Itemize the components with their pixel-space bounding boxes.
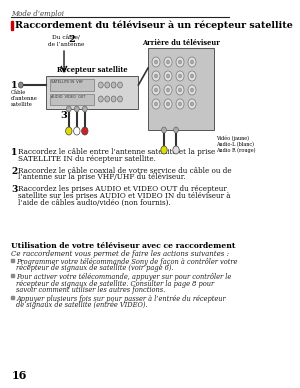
Text: Appuyer plusieurs fois sur pour passer à l’entrée du récepteur: Appuyer plusieurs fois sur pour passer à… xyxy=(16,295,226,303)
Text: 2: 2 xyxy=(69,35,76,44)
Circle shape xyxy=(82,127,88,135)
Text: Mode d’emploi: Mode d’emploi xyxy=(11,10,64,18)
Circle shape xyxy=(66,106,71,112)
Bar xyxy=(46,76,138,109)
Text: l’antenne sur la prise VHF/UHF du téléviseur.: l’antenne sur la prise VHF/UHF du télévi… xyxy=(18,173,186,182)
Text: de signaux de satellite (entrée VIDEO).: de signaux de satellite (entrée VIDEO). xyxy=(16,301,148,309)
Circle shape xyxy=(190,74,194,78)
Bar xyxy=(11,274,14,277)
Circle shape xyxy=(152,85,160,95)
Bar xyxy=(11,259,14,262)
Circle shape xyxy=(164,99,172,109)
Circle shape xyxy=(188,85,196,95)
Circle shape xyxy=(111,82,116,88)
Circle shape xyxy=(167,74,170,78)
Circle shape xyxy=(164,71,172,81)
Text: SATELLITE IN du récepteur satellite.: SATELLITE IN du récepteur satellite. xyxy=(18,155,156,163)
Text: Raccordez les prises AUDIO et VIDEO OUT du récepteur: Raccordez les prises AUDIO et VIDEO OUT … xyxy=(18,185,227,193)
Circle shape xyxy=(188,57,196,67)
Circle shape xyxy=(176,71,184,81)
Text: Pour activer votre télécommande, appuyer sur pour contrôler le: Pour activer votre télécommande, appuyer… xyxy=(16,274,231,281)
Circle shape xyxy=(161,146,167,154)
Text: SATELLITE IN  VHF: SATELLITE IN VHF xyxy=(51,80,83,84)
Circle shape xyxy=(190,60,194,64)
Circle shape xyxy=(105,96,110,102)
Circle shape xyxy=(178,88,182,92)
Circle shape xyxy=(105,82,110,88)
Circle shape xyxy=(178,60,182,64)
Text: Utilisation de votre téléviseur avec ce raccordement: Utilisation de votre téléviseur avec ce … xyxy=(11,242,236,250)
Text: satellite sur les prises AUDIO et VIDEO IN du téléviseur à: satellite sur les prises AUDIO et VIDEO … xyxy=(18,192,231,200)
Circle shape xyxy=(190,88,194,92)
Bar xyxy=(50,79,94,91)
Text: récepteur de signaux de satellite. Consulter la page 8 pour: récepteur de signaux de satellite. Consu… xyxy=(16,280,214,288)
Text: 16: 16 xyxy=(11,370,27,381)
Circle shape xyxy=(167,88,170,92)
Circle shape xyxy=(176,57,184,67)
Text: Ce raccordement vous permet de faire les actions suivantes :: Ce raccordement vous permet de faire les… xyxy=(11,250,229,258)
Circle shape xyxy=(154,60,158,64)
Circle shape xyxy=(154,74,158,78)
Bar xyxy=(50,94,94,105)
Text: Raccordez le câble entre l’antenne satellite et la prise: Raccordez le câble entre l’antenne satel… xyxy=(18,148,216,156)
Circle shape xyxy=(98,96,103,102)
Circle shape xyxy=(173,146,179,154)
Bar xyxy=(11,296,14,299)
Circle shape xyxy=(74,127,80,135)
Circle shape xyxy=(118,82,122,88)
Bar xyxy=(148,48,214,130)
Circle shape xyxy=(18,82,23,88)
Circle shape xyxy=(176,85,184,95)
Text: AUDIO  VIDEO  OUT: AUDIO VIDEO OUT xyxy=(51,95,86,99)
Text: Raccordement du téléviseur à un récepteur satellite: Raccordement du téléviseur à un récepteu… xyxy=(15,21,293,31)
Bar xyxy=(11,21,13,29)
Circle shape xyxy=(66,127,72,135)
Circle shape xyxy=(164,85,172,95)
Text: Arrière du téléviseur: Arrière du téléviseur xyxy=(142,39,220,47)
Text: Programmer votre télécommande Sony de façon à contrôler votre: Programmer votre télécommande Sony de fa… xyxy=(16,258,237,266)
Text: Récepteur satellite: Récepteur satellite xyxy=(57,66,128,74)
Circle shape xyxy=(174,127,178,133)
Text: savoir comment utiliser les autres fonctions.: savoir comment utiliser les autres fonct… xyxy=(16,286,165,294)
Circle shape xyxy=(152,71,160,81)
Text: 2: 2 xyxy=(11,166,17,176)
Circle shape xyxy=(74,106,79,112)
Text: 3: 3 xyxy=(61,111,68,120)
Circle shape xyxy=(82,106,87,112)
Circle shape xyxy=(98,82,103,88)
Circle shape xyxy=(118,96,122,102)
Circle shape xyxy=(176,99,184,109)
Circle shape xyxy=(178,102,182,106)
Text: l’aide de câbles audio/vidéo (non fournis).: l’aide de câbles audio/vidéo (non fourni… xyxy=(18,199,171,207)
Text: Vidéo (jaune)
Audio-L (blanc)
Audio R (rouge): Vidéo (jaune) Audio-L (blanc) Audio R (r… xyxy=(216,135,256,153)
Circle shape xyxy=(154,88,158,92)
Circle shape xyxy=(188,71,196,81)
Text: Raccordez le câble coaxial de votre service du câble ou de: Raccordez le câble coaxial de votre serv… xyxy=(18,166,232,175)
Circle shape xyxy=(111,96,116,102)
Circle shape xyxy=(188,99,196,109)
Circle shape xyxy=(190,102,194,106)
Circle shape xyxy=(167,102,170,106)
Circle shape xyxy=(164,57,172,67)
Text: Du câble/
de l’antenne: Du câble/ de l’antenne xyxy=(48,36,85,47)
Text: 1: 1 xyxy=(11,81,18,90)
Circle shape xyxy=(154,102,158,106)
Text: 1: 1 xyxy=(11,148,18,157)
Text: récepteur de signaux de satellite (voir page 6).: récepteur de signaux de satellite (voir … xyxy=(16,264,174,272)
Circle shape xyxy=(152,99,160,109)
Circle shape xyxy=(162,127,167,133)
Text: Câble
d’antenne
satellite: Câble d’antenne satellite xyxy=(11,90,38,107)
Circle shape xyxy=(178,74,182,78)
Text: 3: 3 xyxy=(11,185,18,194)
Circle shape xyxy=(167,60,170,64)
Circle shape xyxy=(152,57,160,67)
